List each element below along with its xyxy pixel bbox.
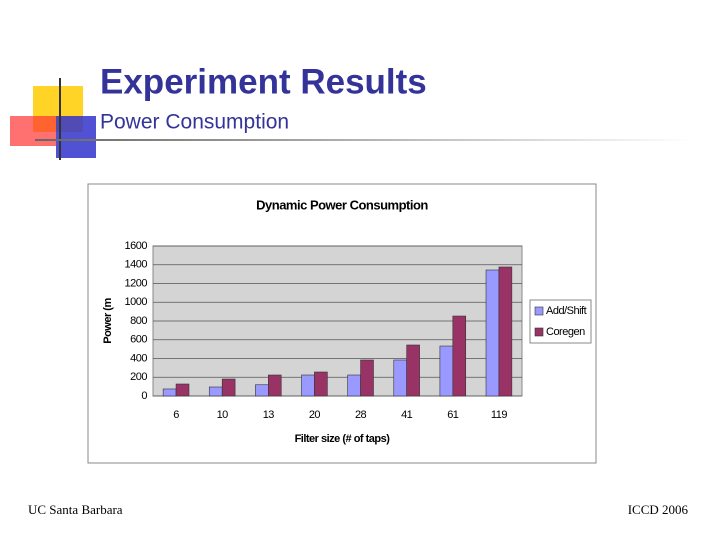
bar <box>221 378 236 397</box>
bar <box>175 383 190 397</box>
bar <box>208 386 223 397</box>
bar <box>347 374 361 397</box>
slide-title: Experiment Results <box>100 62 427 101</box>
bar <box>439 345 454 397</box>
bar <box>498 266 513 397</box>
legend-swatch <box>534 306 544 316</box>
legend-swatch <box>534 327 544 337</box>
slide-subtitle: Power Consumption <box>100 111 289 134</box>
x-tick-label: 13 <box>263 409 275 421</box>
legend-label: Add/Shift <box>546 305 587 317</box>
bar <box>301 374 315 397</box>
deco-red <box>10 116 56 146</box>
x-tick-label: 6 <box>173 409 179 421</box>
bar <box>314 371 328 397</box>
x-tick-label: 10 <box>217 409 229 421</box>
chart: Dynamic Power Consumption Filter size (#… <box>87 183 597 464</box>
deco-blue <box>56 116 96 158</box>
bar <box>255 384 269 397</box>
y-tick-label: 1200 <box>125 277 148 289</box>
bar <box>485 269 500 397</box>
y-tick-label: 0 <box>141 390 147 402</box>
bar <box>162 388 177 397</box>
bar <box>406 344 420 397</box>
y-tick-label: 1400 <box>125 259 148 271</box>
y-axis-label: Power (m <box>102 298 114 344</box>
legend-label: Coregen <box>546 326 585 338</box>
y-tick-label: 800 <box>130 315 147 327</box>
bar <box>393 359 407 397</box>
bar <box>452 315 467 397</box>
deco-hline <box>35 139 695 141</box>
x-tick-label: 61 <box>447 409 459 421</box>
chart-title: Dynamic Power Consumption <box>256 197 428 212</box>
footer-right: ICCD 2006 <box>628 502 689 517</box>
x-tick-label: 119 <box>491 409 507 421</box>
bar <box>268 374 282 397</box>
x-tick-label: 20 <box>309 409 321 421</box>
y-tick-label: 400 <box>130 352 147 364</box>
x-tick-label: 41 <box>401 409 413 421</box>
x-axis-label: Filter size (# of taps) <box>295 433 391 445</box>
bar <box>360 359 374 397</box>
x-tick-label: 28 <box>355 409 367 421</box>
footer-left: UC Santa Barbara <box>28 502 123 517</box>
y-tick-label: 200 <box>130 371 147 383</box>
y-tick-label: 1600 <box>125 240 148 252</box>
y-tick-label: 600 <box>130 334 147 346</box>
y-tick-label: 1000 <box>125 296 148 308</box>
